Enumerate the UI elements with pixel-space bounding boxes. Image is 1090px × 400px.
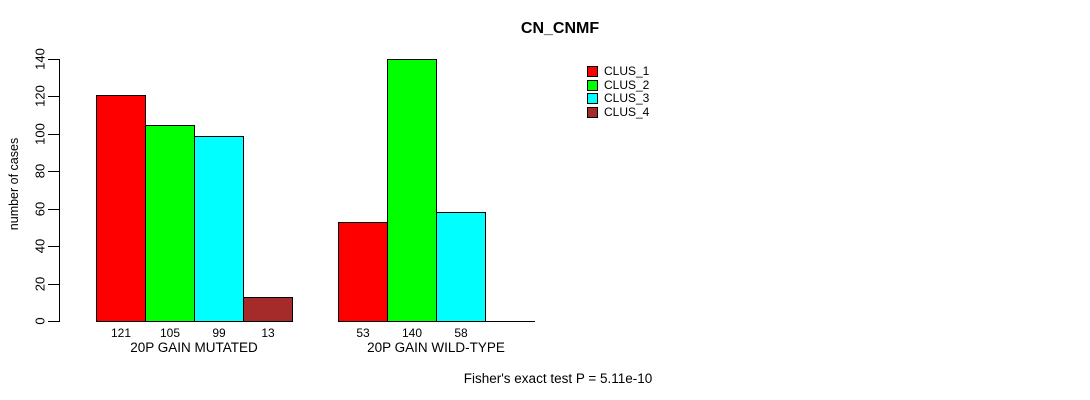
y-axis-tick — [48, 284, 59, 285]
legend-label-clus_4: CLUS_4 — [604, 104, 650, 119]
y-axis-tick — [48, 246, 59, 247]
legend-swatch-clus_4 — [587, 106, 598, 118]
y-axis-line — [59, 59, 60, 322]
y-axis-tick — [48, 96, 59, 97]
bar-clus_2-group-2 — [387, 59, 437, 322]
y-axis-tick — [48, 59, 59, 60]
bar-value-label: 58 — [454, 326, 468, 340]
y-axis-tick — [48, 171, 59, 172]
y-axis-tick — [48, 321, 59, 322]
y-axis-tick — [48, 209, 59, 210]
annotation-text: Fisher's exact test P = 5.11e-10 — [463, 371, 653, 386]
bar-value-label: 13 — [261, 326, 275, 340]
bar-value-label: 121 — [110, 326, 132, 340]
bar-clus_2-group-1 — [145, 125, 195, 322]
bar-clus_3-group-2 — [436, 212, 486, 322]
bar-clus_3-group-1 — [194, 136, 244, 322]
legend-swatch-clus_2 — [587, 79, 598, 91]
legend-label-clus_2: CLUS_2 — [604, 77, 650, 92]
chart-title: CN_CNMF — [520, 20, 600, 37]
legend-label-clus_3: CLUS_3 — [604, 91, 650, 105]
legend-swatch-clus_3 — [587, 93, 598, 104]
bar-clus_1-group-2 — [338, 222, 388, 322]
bar-value-label: 105 — [159, 326, 181, 340]
y-axis-tick — [48, 134, 59, 135]
legend-swatch-clus_1 — [587, 66, 598, 77]
x-axis-group-label-2: 20P GAIN WILD-TYPE — [367, 340, 505, 355]
bar-value-label: 53 — [356, 326, 370, 340]
bar-clus_4-group-1 — [243, 297, 293, 322]
x-axis-group-label-1: 20P GAIN MUTATED — [130, 340, 258, 355]
bar-value-label: 99 — [212, 326, 226, 340]
bar-value-label: 140 — [401, 326, 423, 340]
legend-label-clus_1: CLUS_1 — [604, 64, 650, 78]
